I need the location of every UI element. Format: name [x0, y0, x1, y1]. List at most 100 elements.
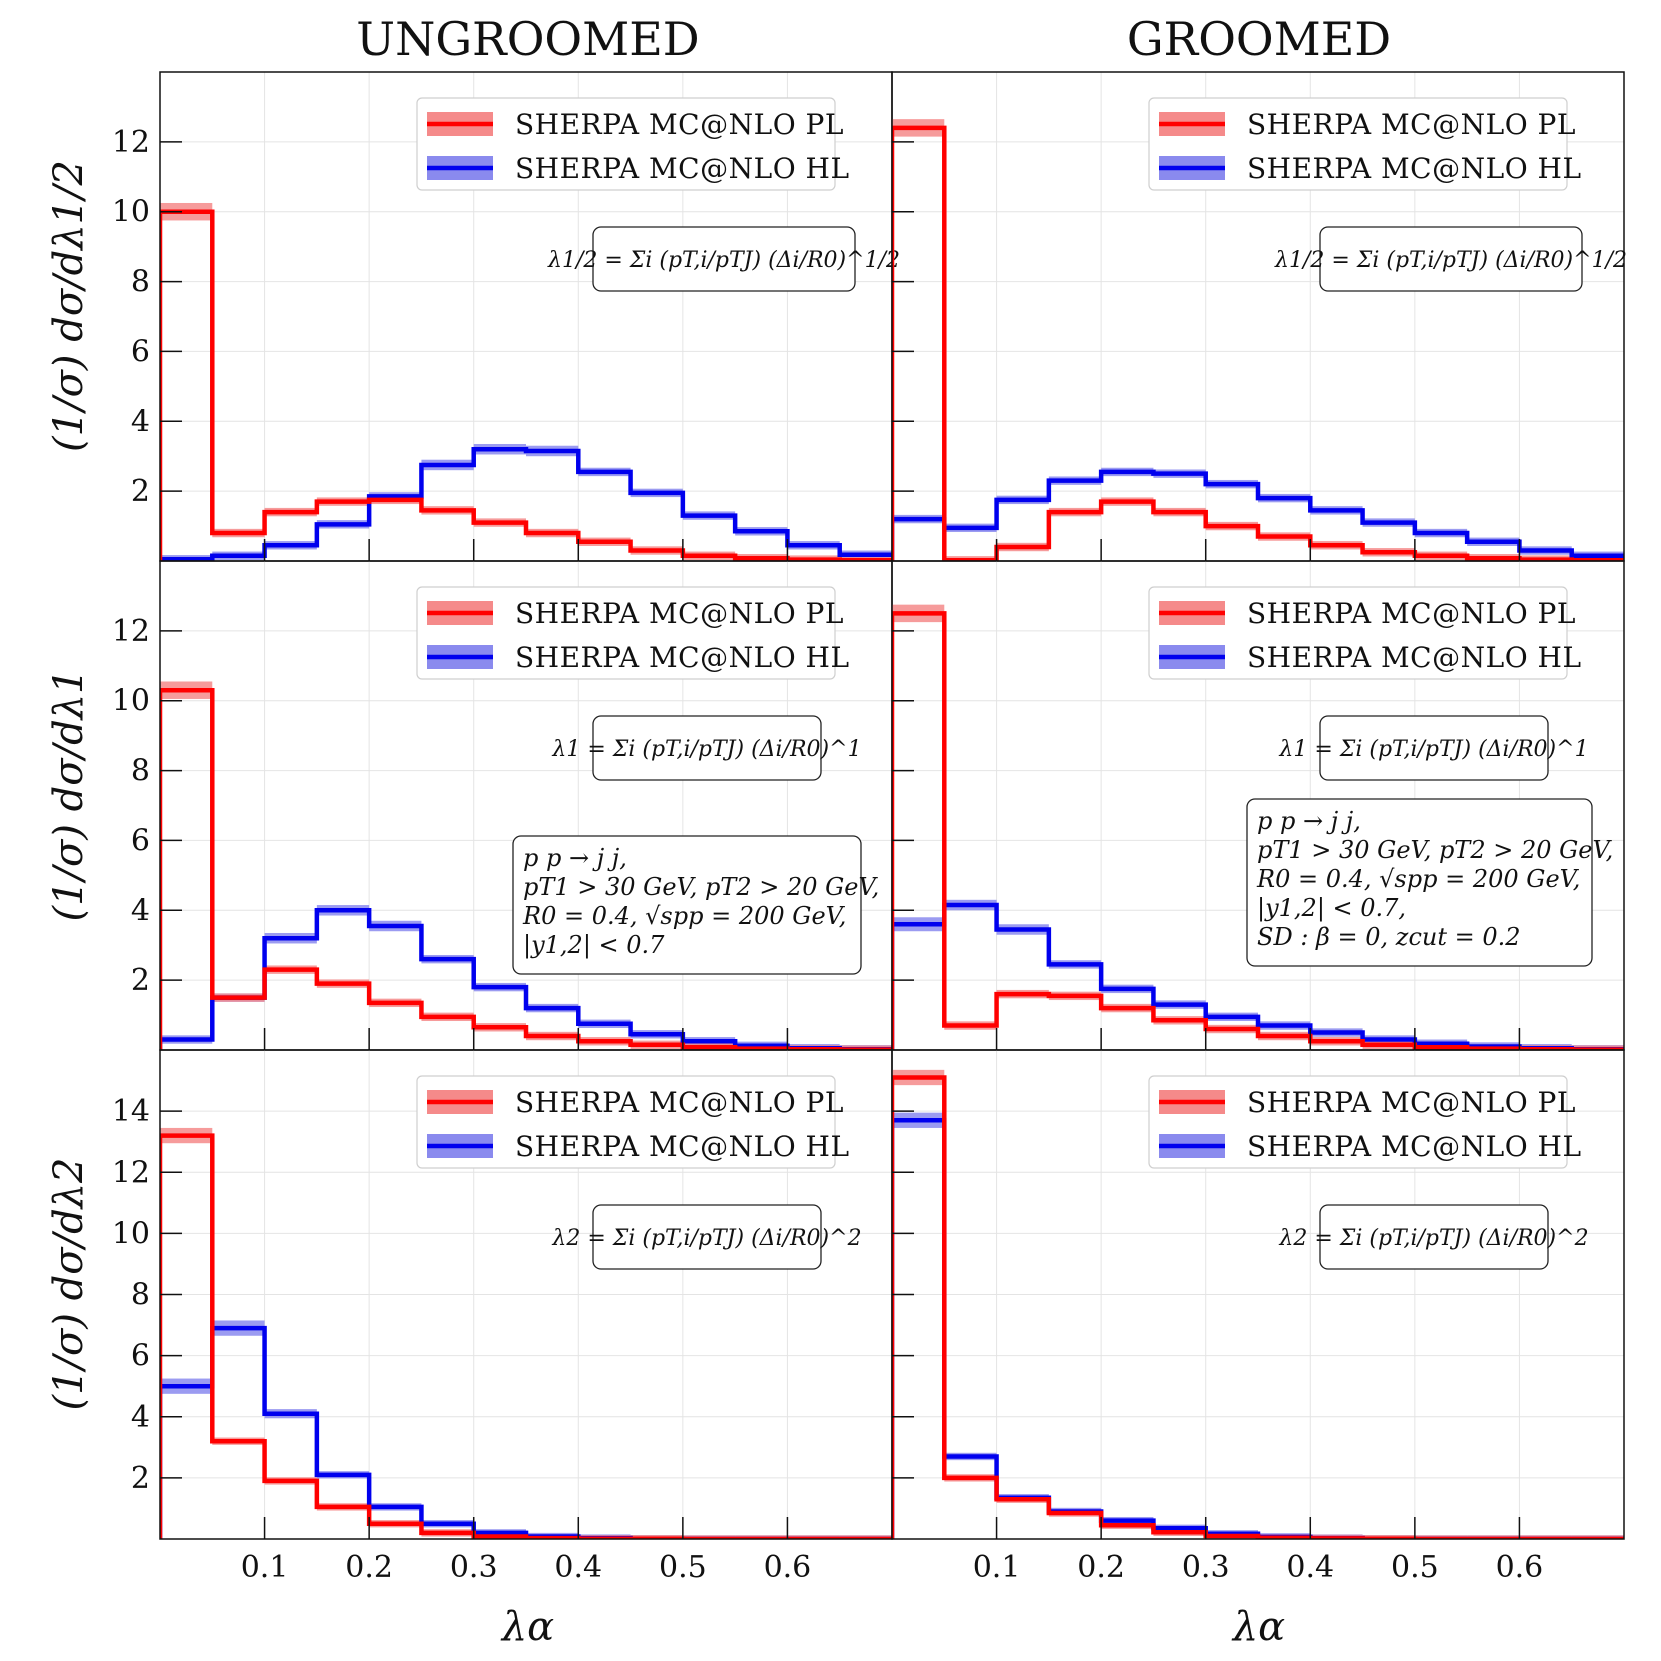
panels: 2 4 6 8 10 12 SHERPA MC@NLO PL SHERPA MC@NLO HL…: [112, 71, 1627, 1585]
hl-histogram-line: [892, 1118, 1624, 1539]
plot-area: [892, 604, 1624, 1050]
legend-label: SHERPA MC@NLO HL: [1247, 641, 1582, 674]
legend: SHERPA MC@NLO PL SHERPA MC@NLO HL: [1148, 97, 1582, 191]
formula-box: [1319, 226, 1583, 292]
legend-label: SHERPA MC@NLO PL: [1247, 597, 1576, 630]
x-tick-label: 0.2: [345, 1550, 393, 1585]
x-tick-label: 0.1: [973, 1550, 1021, 1585]
kinematics-line: p p → j j,: [523, 844, 627, 872]
kinematics-box: [1246, 798, 1593, 967]
y-axis-title-row-2: (1/σ) dσ/dλ1: [46, 669, 92, 922]
formula-box: [1319, 1204, 1549, 1270]
formula-text: λ1 = Σi (pT,i/pTJ) (Δi/R0)^1: [551, 737, 861, 762]
pl-histogram-line: [892, 611, 1624, 1050]
y-tick-label: 8: [131, 1278, 150, 1313]
kinematics-line: R0 = 0.4, √spp = 200 GeV,: [522, 902, 846, 930]
formula-text: λ2 = Σi (pT,i/pTJ) (Δi/R0)^2: [1278, 1226, 1588, 1251]
legend-label: SHERPA MC@NLO PL: [1247, 1086, 1576, 1119]
y-tick-label: 12: [112, 1155, 150, 1190]
legend-label: SHERPA MC@NLO HL: [1247, 1130, 1582, 1163]
y-tick-label: 12: [112, 614, 150, 649]
formula-text: λ2 = Σi (pT,i/pTJ) (Δi/R0)^2: [551, 1226, 861, 1251]
legend-label: SHERPA MC@NLO HL: [1247, 152, 1582, 185]
column-title-ungroomed: UNGROOMED: [356, 12, 699, 66]
legend-box: [1148, 586, 1568, 680]
y-tick-label: 10: [112, 684, 150, 719]
kinematics-line: |y1,2| < 0.7,: [1257, 894, 1406, 923]
legend-box: [416, 1075, 836, 1169]
kinematics-box: [512, 835, 862, 975]
x-tick-label: 0.5: [1391, 1550, 1439, 1585]
legend: SHERPA MC@NLO PL SHERPA MC@NLO HL: [416, 586, 850, 680]
x-axis-title-left: λα: [500, 1604, 554, 1650]
legend-label: SHERPA MC@NLO HL: [515, 641, 850, 674]
y-tick-label: 10: [112, 195, 150, 230]
legend-label: SHERPA MC@NLO PL: [1247, 108, 1576, 141]
x-tick-label: 0.3: [450, 1550, 498, 1585]
x-tick-label: 0.1: [241, 1550, 289, 1585]
plot-area: [892, 119, 1624, 561]
kinematics-line: p p → j j,: [1257, 807, 1361, 835]
kinematics-line: |y1,2| < 0.7: [523, 931, 665, 960]
panel-lambda_half_ungroomed: 2 4 6 8 10 12 SHERPA MC@NLO PL SHERPA MC@NLO HL…: [112, 71, 900, 562]
y-tick-label: 14: [112, 1094, 150, 1129]
y-tick-label: 2: [131, 963, 150, 998]
x-tick-label: 0.3: [1182, 1550, 1230, 1585]
hl-histogram-line: [160, 446, 892, 561]
kinematics-line: SD : β = 0, zcut = 0.2: [1257, 923, 1521, 951]
panel-lambda_half_groomed: SHERPA MC@NLO PL SHERPA MC@NLO HL λ1/2 = Σ…: [891, 71, 1627, 562]
y-tick-label: 2: [131, 474, 150, 509]
x-tick-label: 0.4: [1286, 1550, 1334, 1585]
x-axis-title-right: λα: [1231, 1604, 1285, 1650]
formula-text: λ1 = Σi (pT,i/pTJ) (Δi/R0)^1: [1278, 737, 1588, 762]
formula-text: λ1/2 = Σi (pT,i/pTJ) (Δi/R0)^1/2: [1274, 248, 1627, 273]
x-tick-label: 0.4: [554, 1550, 602, 1585]
kinematics-line: R0 = 0.4, √spp = 200 GeV,: [1256, 865, 1580, 893]
column-title-groomed: GROOMED: [1127, 12, 1391, 66]
plot-area: [160, 1127, 892, 1539]
y-tick-label: 6: [131, 334, 150, 369]
formula-box: [592, 1204, 822, 1270]
legend-box: [1148, 1075, 1568, 1169]
y-tick-label: 4: [131, 1400, 150, 1435]
hl-histogram-line: [160, 1325, 892, 1539]
x-tick-label: 0.2: [1077, 1550, 1125, 1585]
panel-lambda_2_ungroomed: 2 4 6 8 10 12 14 0.1 0.2 0.3 0.4 0.5 0.6 SHERPA MC@NL…: [112, 1049, 893, 1585]
y-tick-label: 12: [112, 125, 150, 160]
y-tick-label: 6: [131, 1339, 150, 1374]
legend-box: [416, 97, 836, 191]
legend: SHERPA MC@NLO PL SHERPA MC@NLO HL: [1148, 586, 1582, 680]
y-tick-label: 8: [131, 265, 150, 300]
legend-label: SHERPA MC@NLO PL: [515, 108, 844, 141]
legend: SHERPA MC@NLO PL SHERPA MC@NLO HL: [416, 1075, 849, 1169]
legend-label: SHERPA MC@NLO HL: [515, 152, 850, 185]
y-tick-label: 8: [131, 754, 150, 789]
legend-box: [416, 586, 836, 680]
plot-area: [160, 681, 892, 1050]
legend: SHERPA MC@NLO PL SHERPA MC@NLO HL: [1148, 1075, 1582, 1169]
formula-box: [592, 715, 822, 781]
hl-histogram-line: [160, 908, 892, 1050]
y-tick-label: 4: [131, 893, 150, 928]
pl-histogram-line: [160, 209, 892, 561]
y-axis-title-row-1: (1/σ) dσ/dλ1/2: [46, 160, 92, 452]
x-tick-label: 0.6: [1496, 1550, 1544, 1585]
legend-label: SHERPA MC@NLO PL: [515, 1086, 844, 1119]
y-tick-label: 4: [131, 404, 150, 439]
formula-box: [592, 226, 856, 292]
panel-lambda_1_ungroomed: 2 4 6 8 10 12 SHERPA MC@NLO PL SHERPA MC@NLO HL…: [112, 560, 893, 1051]
legend-label: SHERPA MC@NLO PL: [515, 597, 844, 630]
formula-text: λ1/2 = Σi (pT,i/pTJ) (Δi/R0)^1/2: [547, 248, 900, 273]
x-tick-label: 0.6: [764, 1550, 812, 1585]
y-tick-label: 10: [112, 1216, 150, 1251]
y-tick-label: 2: [131, 1461, 150, 1496]
y-axis-title-row-3: (1/σ) dσ/dλ2: [46, 1158, 92, 1411]
kinematics-line: pT1 > 30 GeV, pT2 > 20 GeV,: [1257, 836, 1613, 864]
hl-histogram-line: [892, 469, 1624, 561]
legend-box: [1148, 97, 1568, 191]
y-tick-label: 6: [131, 823, 150, 858]
formula-box: [1319, 715, 1549, 781]
x-tick-label: 0.5: [659, 1550, 707, 1585]
